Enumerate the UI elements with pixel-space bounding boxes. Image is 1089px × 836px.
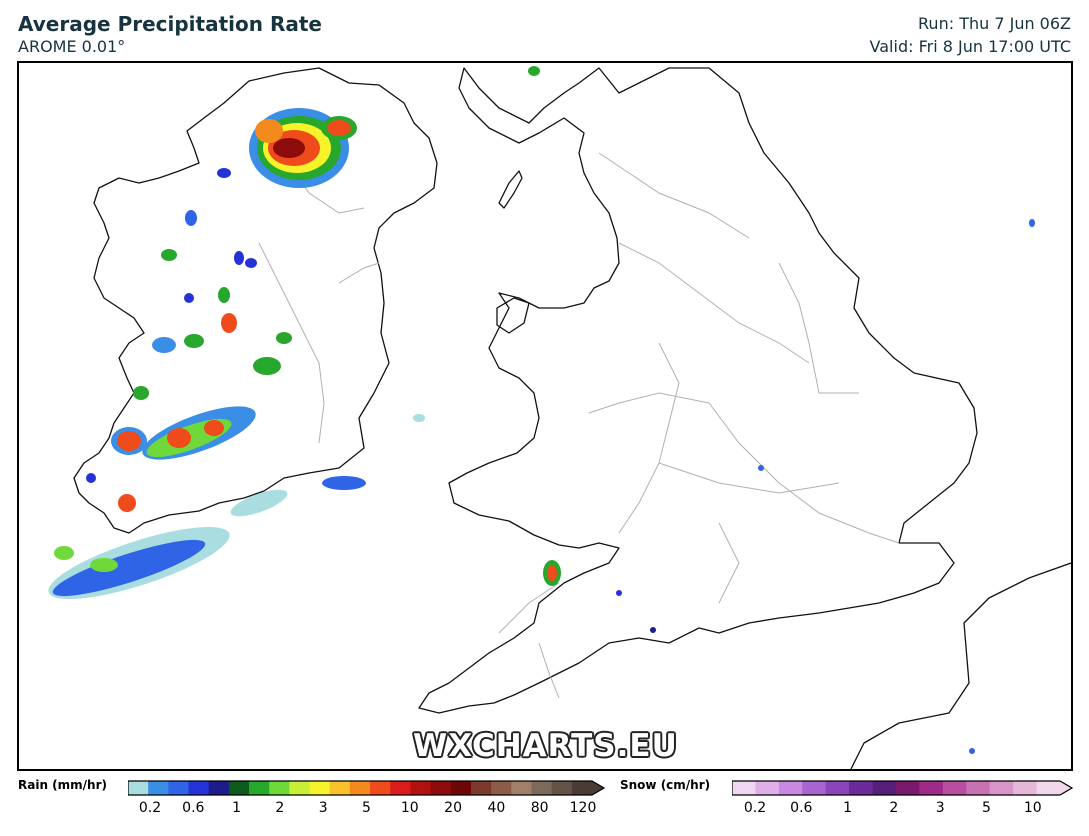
rain-colorbar [128, 780, 606, 796]
snow-swatch [849, 781, 874, 795]
rain-swatch [249, 781, 270, 795]
rain-tick-label: 10 [400, 800, 419, 816]
rain-swatch [430, 781, 452, 795]
snow-swatch [732, 781, 756, 795]
snow-tick-label: 5 [982, 800, 991, 816]
snow-swatch [966, 781, 991, 795]
snow-swatch [896, 781, 920, 795]
rain-swatch [470, 781, 492, 795]
inland-lines [258, 152, 900, 699]
coastlines [73, 67, 1071, 769]
snow-swatch [942, 781, 967, 795]
rain-swatch [571, 781, 593, 795]
rain-swatch [188, 781, 210, 795]
rain-arrow [592, 781, 604, 795]
rain-tick-label: 120 [569, 800, 597, 816]
snow-swatch [778, 781, 803, 795]
snow-swatch [919, 781, 944, 795]
britain-coast [418, 67, 978, 714]
watermark: WXCHARTS.EU [413, 728, 678, 764]
rain-tick-label: 80 [530, 800, 549, 816]
rain-swatch [349, 781, 371, 795]
anglesey-coast [496, 297, 530, 334]
rain-outline [128, 780, 606, 796]
rain-swatch [511, 781, 532, 795]
snow-swatch [1036, 781, 1061, 795]
rain-swatch [168, 781, 190, 795]
snow-arrow [1060, 781, 1072, 795]
snow-swatch [755, 781, 780, 795]
chart-title: Average Precipitation Rate [18, 12, 322, 36]
valid-time: Valid: Fri 8 Jun 17:00 UTC [869, 37, 1071, 56]
rain-tick-label: 40 [487, 800, 506, 816]
rain-tick-label: 20 [444, 800, 463, 816]
snow-tick-label: 1 [843, 800, 853, 816]
rain-tick-label: 3 [318, 800, 328, 816]
rain-swatch [269, 781, 290, 795]
snow-tick-label: 3 [935, 800, 945, 816]
snow-swatch [872, 781, 897, 795]
rain-swatch [329, 781, 351, 795]
rain-tick-label: 1 [232, 800, 242, 816]
rain-swatch [309, 781, 331, 795]
map-canvas [48, 66, 1071, 769]
rain-swatch [491, 781, 512, 795]
rain-swatch [128, 781, 149, 795]
rain-tick-label: 0.2 [138, 800, 162, 816]
rain-swatch [370, 781, 391, 795]
rain-swatch [551, 781, 573, 795]
rain-swatch [410, 781, 432, 795]
run-time: Run: Thu 7 Jun 06Z [918, 14, 1071, 33]
rain-swatch [289, 781, 311, 795]
rain-swatch [531, 781, 553, 795]
snow-tick-label: 2 [889, 800, 899, 816]
snow-legend-label: Snow (cm/hr) [620, 778, 711, 792]
isle-of-man-coast [498, 170, 523, 209]
snow-tick-label: 0.2 [743, 800, 767, 816]
precipitation-map[interactable] [17, 61, 1073, 771]
snow-outline [732, 780, 1074, 796]
rain-swatch [208, 781, 230, 795]
snow-colorbar [732, 780, 1074, 796]
rain-swatch [450, 781, 472, 795]
snow-tick-label: 0.6 [790, 800, 813, 816]
snow-swatch [1013, 781, 1038, 795]
model-label: AROME 0.01° [18, 37, 126, 56]
france-coast [850, 562, 1071, 769]
rain-tick-label: 5 [362, 800, 371, 816]
ireland-coast [73, 67, 438, 534]
snow-swatch [989, 781, 1014, 795]
snow-tick-label: 10 [1023, 800, 1042, 816]
rain-legend-label: Rain (mm/hr) [18, 778, 107, 792]
snow-swatch [825, 781, 850, 795]
rain-tick-label: 2 [275, 800, 285, 816]
rain-tick-label: 0.6 [182, 800, 205, 816]
rain-swatch [148, 781, 169, 795]
rain-swatch [228, 781, 250, 795]
snow-swatch [802, 781, 827, 795]
rain-swatch [390, 781, 411, 795]
precipitation-cells [48, 66, 1035, 754]
